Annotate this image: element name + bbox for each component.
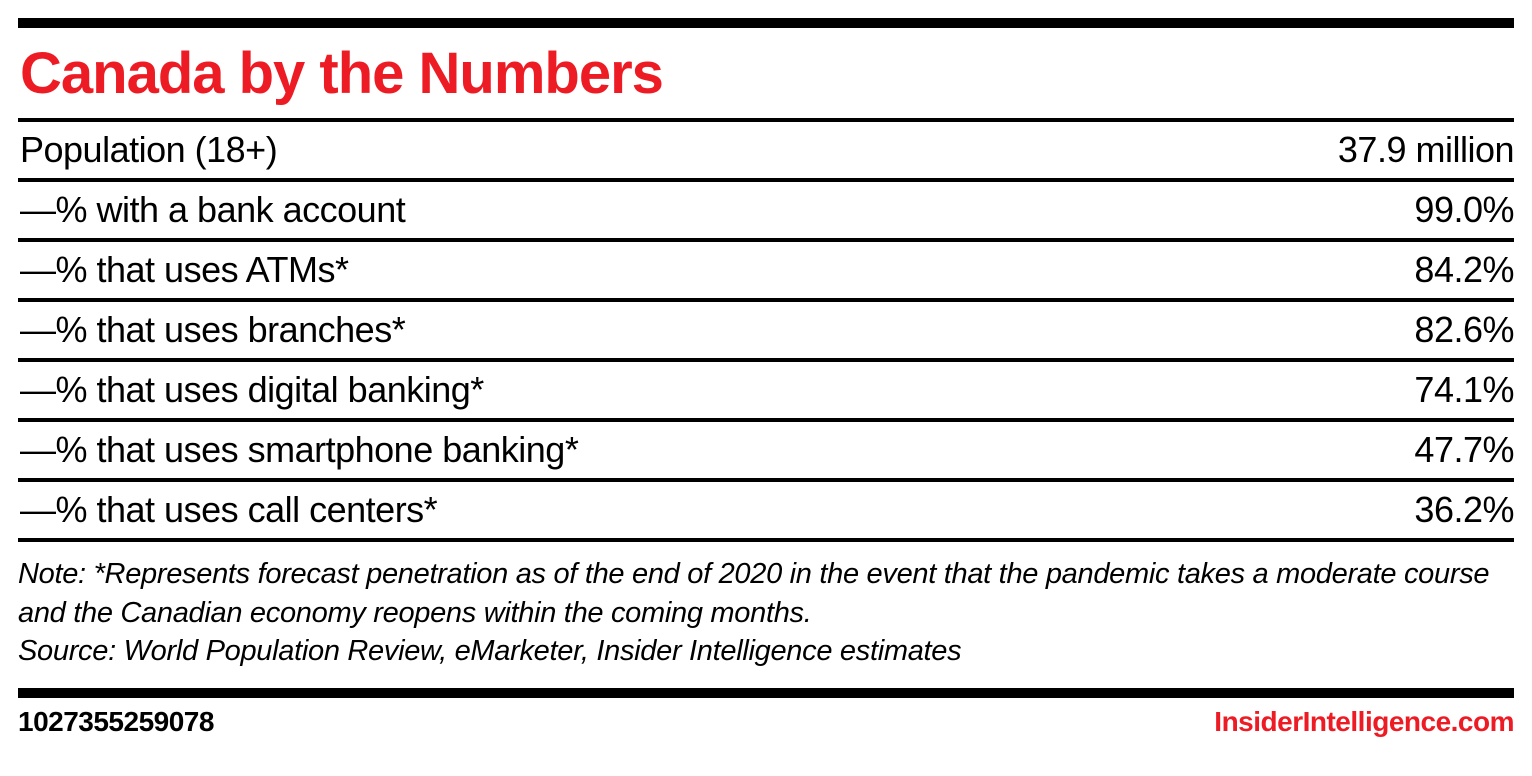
row-value: 74.1% bbox=[1414, 369, 1514, 410]
row-label: Population (18+) bbox=[20, 129, 278, 170]
row-label: —% with a bank account bbox=[20, 189, 406, 230]
note-text: Note: *Represents forecast penetration a… bbox=[18, 558, 1490, 629]
row-label: —% that uses digital banking* bbox=[20, 369, 484, 410]
table-row: —% that uses branches* 82.6% bbox=[18, 302, 1514, 362]
row-value: 36.2% bbox=[1414, 489, 1514, 530]
table-row: —% that uses ATMs* 84.2% bbox=[18, 242, 1514, 302]
stats-table: Population (18+) 37.9 million —% with a … bbox=[18, 118, 1515, 542]
bottom-rule bbox=[18, 687, 1514, 698]
chart-id: 1027355259078 bbox=[18, 705, 214, 737]
table-row: —% that uses smartphone banking* 47.7% bbox=[18, 422, 1514, 482]
table-row: —% with a bank account 99.0% bbox=[18, 182, 1514, 242]
row-label: —% that uses smartphone banking* bbox=[20, 429, 579, 470]
row-value: 84.2% bbox=[1414, 249, 1514, 290]
row-label: —% that uses call centers* bbox=[20, 489, 438, 530]
row-value: 47.7% bbox=[1414, 429, 1514, 470]
row-value: 99.0% bbox=[1414, 189, 1514, 230]
table-row: —% that uses digital banking* 74.1% bbox=[18, 362, 1514, 422]
note-block: Note: *Represents forecast penetration a… bbox=[18, 555, 1514, 671]
row-label: —% that uses ATMs* bbox=[20, 249, 349, 290]
source-text: Source: World Population Review, eMarket… bbox=[18, 635, 962, 667]
table-row: —% that uses call centers* 36.2% bbox=[18, 482, 1514, 542]
row-label: —% that uses branches* bbox=[20, 309, 406, 350]
table-row: Population (18+) 37.9 million bbox=[18, 122, 1515, 182]
row-value: 82.6% bbox=[1414, 309, 1514, 350]
row-value: 37.9 million bbox=[1337, 129, 1515, 170]
chart-title: Canada by the Numbers bbox=[20, 40, 664, 106]
top-rule bbox=[18, 18, 1514, 28]
site-link: InsiderIntelligence.com bbox=[1214, 705, 1514, 737]
footer: 1027355259078 InsiderIntelligence.com bbox=[18, 706, 1514, 738]
